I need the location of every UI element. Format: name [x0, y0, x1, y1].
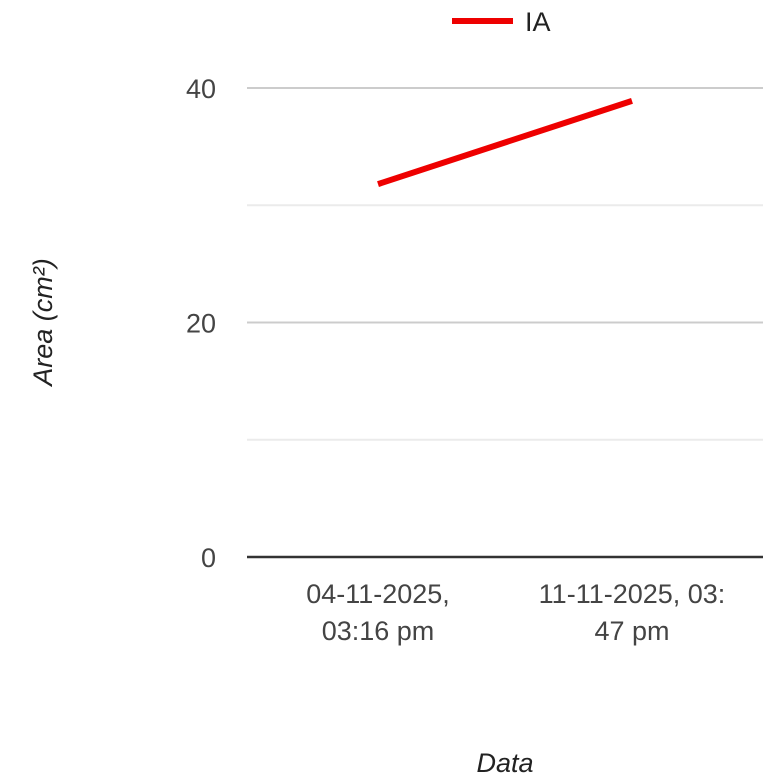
series-line-ia	[377, 98, 633, 187]
legend-label-ia: IA	[525, 7, 551, 37]
x-tick-label: 11-11-2025, 03:	[539, 579, 726, 609]
legend[interactable]: IA	[452, 7, 551, 37]
series-lines	[377, 98, 633, 187]
x-tick-label: 03:16 pm	[322, 616, 435, 646]
tick-labels: 0 20 40 04-11-2025, 03:16 pm 11-11-2025, 03: 4…	[186, 74, 725, 646]
x-tick-label: 04-11-2025,	[306, 579, 450, 609]
x-axis-title: Data	[476, 748, 533, 778]
y-tick-label: 0	[201, 543, 216, 573]
x-tick-label: 47 pm	[594, 616, 669, 646]
y-axis-title: Area (cm²)	[28, 258, 58, 388]
y-tick-label: 20	[186, 309, 216, 339]
y-tick-label: 40	[186, 74, 216, 104]
gridlines	[247, 87, 763, 559]
